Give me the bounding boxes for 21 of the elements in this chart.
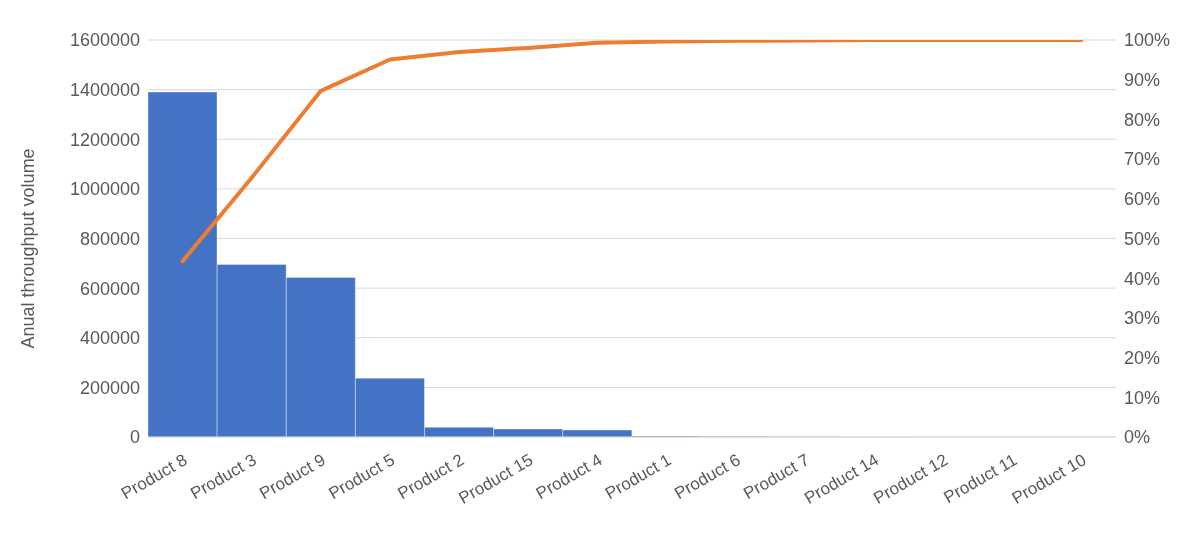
y-tick-label: 800000 <box>79 228 140 249</box>
y2-tick-label: 70% <box>1124 149 1161 170</box>
y-tick-label: 0 <box>129 427 140 448</box>
y-tick-label: 1200000 <box>69 129 140 150</box>
y2-tick-label: 50% <box>1124 228 1161 249</box>
y2-tick-label: 20% <box>1124 347 1161 368</box>
y2-tick-label: 10% <box>1124 387 1161 408</box>
y-axis-title: Anual throughput volume <box>18 148 39 349</box>
y-tick-label: 600000 <box>79 278 140 299</box>
y2-tick-label: 100% <box>1124 30 1171 51</box>
y2-tick-label: 90% <box>1124 70 1161 91</box>
y2-tick-label: 60% <box>1124 189 1161 210</box>
y-tick-label: 400000 <box>79 328 140 349</box>
y2-tick-label: 30% <box>1124 308 1161 329</box>
y-tick-label: 1000000 <box>69 179 140 200</box>
y2-tick-label: 0% <box>1124 427 1151 448</box>
y-tick-label: 1400000 <box>69 80 140 101</box>
y2-tick-label: 80% <box>1124 109 1161 130</box>
y-tick-label: 200000 <box>79 377 140 398</box>
y2-tick-label: 40% <box>1124 268 1161 289</box>
y-tick-label: 1600000 <box>69 30 140 51</box>
